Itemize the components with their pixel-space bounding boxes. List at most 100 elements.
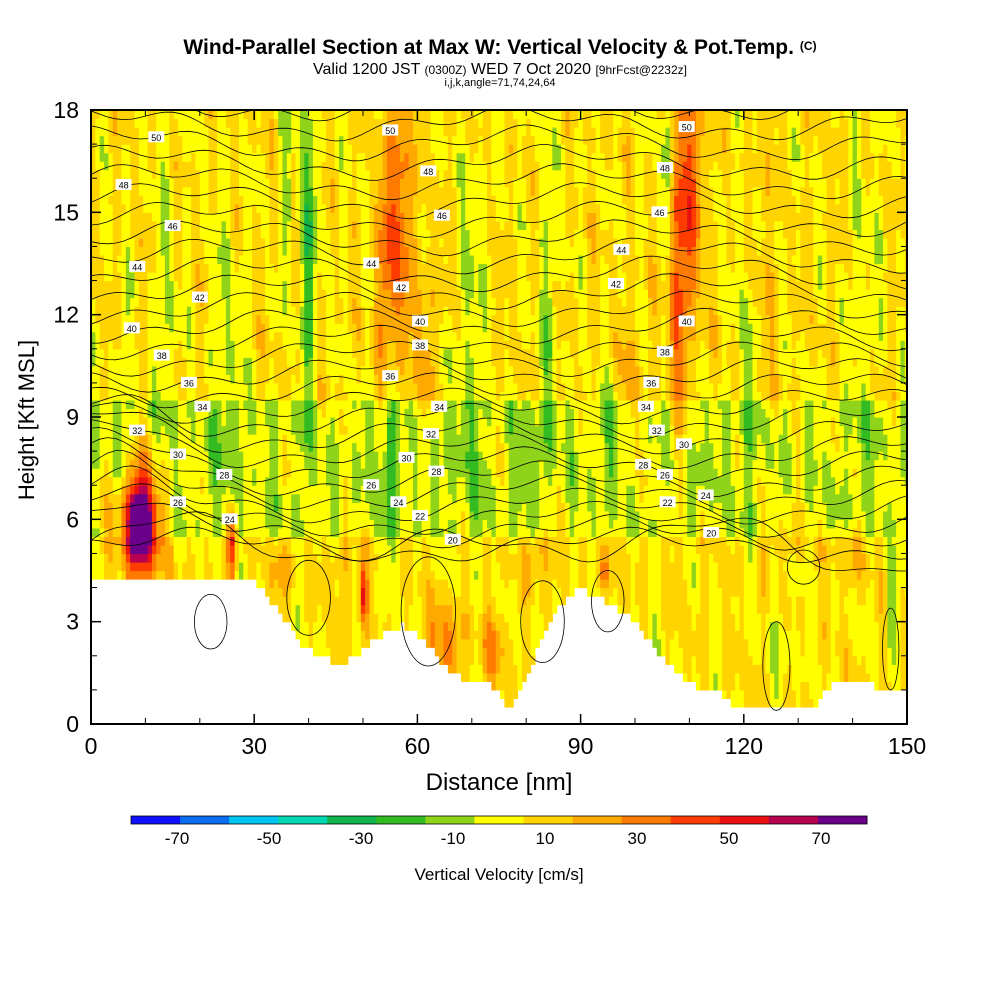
velocity-cell bbox=[434, 638, 440, 648]
velocity-cell bbox=[286, 434, 292, 444]
velocity-cell bbox=[260, 246, 266, 256]
velocity-cell bbox=[312, 152, 318, 162]
velocity-cell bbox=[147, 297, 153, 307]
velocity-cell bbox=[347, 561, 353, 572]
velocity-cell bbox=[360, 510, 366, 520]
velocity-cell bbox=[247, 246, 253, 256]
velocity-cell bbox=[164, 331, 170, 341]
velocity-cell bbox=[312, 272, 318, 282]
velocity-cell bbox=[443, 340, 449, 350]
velocity-cell bbox=[404, 485, 410, 495]
velocity-cell bbox=[352, 459, 358, 469]
velocity-cell bbox=[225, 434, 231, 444]
velocity-cell bbox=[99, 340, 105, 350]
velocity-cell bbox=[230, 229, 236, 239]
velocity-cell bbox=[164, 229, 170, 239]
velocity-cell bbox=[317, 186, 323, 196]
velocity-cell bbox=[269, 331, 275, 341]
velocity-cell bbox=[95, 135, 101, 145]
velocity-cell bbox=[125, 280, 131, 290]
velocity-cell bbox=[99, 297, 105, 307]
velocity-cell bbox=[234, 135, 240, 145]
velocity-cell bbox=[304, 246, 310, 256]
velocity-cell bbox=[143, 203, 149, 213]
velocity-cell bbox=[456, 655, 462, 665]
velocity-cell bbox=[217, 502, 223, 512]
velocity-cell bbox=[108, 374, 114, 384]
velocity-cell bbox=[456, 630, 462, 640]
velocity-cell bbox=[156, 365, 162, 375]
velocity-cell bbox=[269, 561, 275, 572]
velocity-cell bbox=[339, 527, 345, 537]
velocity-cell bbox=[334, 118, 340, 128]
velocity-cell bbox=[252, 561, 257, 572]
velocity-cell bbox=[360, 519, 366, 529]
velocity-cell bbox=[273, 442, 279, 452]
velocity-cell bbox=[317, 630, 323, 640]
velocity-cell bbox=[421, 348, 427, 358]
velocity-cell bbox=[112, 459, 118, 469]
velocity-cell bbox=[212, 220, 218, 230]
velocity-cell bbox=[151, 280, 157, 290]
velocity-cell bbox=[278, 135, 284, 145]
velocity-cell bbox=[352, 442, 358, 452]
velocity-cell bbox=[243, 195, 249, 205]
velocity-cell bbox=[121, 348, 127, 358]
velocity-cell bbox=[434, 110, 440, 120]
velocity-cell bbox=[147, 510, 153, 520]
velocity-cell bbox=[317, 510, 323, 520]
velocity-cell bbox=[386, 144, 392, 154]
velocity-cell bbox=[304, 135, 310, 145]
velocity-cell bbox=[256, 297, 262, 307]
velocity-cell bbox=[382, 161, 388, 171]
velocity-cell bbox=[217, 220, 223, 230]
velocity-cell bbox=[317, 408, 323, 418]
velocity-cell bbox=[260, 451, 266, 461]
velocity-cell bbox=[334, 331, 340, 341]
velocity-cell bbox=[399, 118, 405, 128]
velocity-cell bbox=[330, 220, 336, 230]
velocity-cell bbox=[121, 417, 127, 427]
velocity-cell bbox=[138, 272, 144, 282]
velocity-cell bbox=[112, 195, 118, 205]
velocity-cell bbox=[339, 161, 345, 171]
velocity-cell bbox=[404, 553, 410, 563]
velocity-cell bbox=[291, 587, 297, 597]
velocity-cell bbox=[321, 476, 327, 486]
velocity-cell bbox=[312, 536, 318, 546]
velocity-cell bbox=[99, 442, 105, 452]
velocity-cell bbox=[269, 110, 275, 120]
velocity-cell bbox=[282, 570, 288, 580]
velocity-cell bbox=[321, 118, 327, 128]
velocity-cell bbox=[439, 561, 445, 572]
velocity-cell bbox=[447, 254, 453, 265]
velocity-cell bbox=[304, 621, 310, 631]
velocity-cell bbox=[304, 587, 310, 597]
velocity-cell bbox=[91, 280, 96, 290]
velocity-cell bbox=[404, 144, 410, 154]
velocity-cell bbox=[160, 527, 166, 537]
velocity-cell bbox=[260, 144, 266, 154]
velocity-cell bbox=[456, 638, 462, 648]
velocity-cell bbox=[112, 553, 118, 563]
velocity-cell bbox=[365, 348, 371, 358]
velocity-cell bbox=[278, 161, 284, 171]
velocity-cell bbox=[95, 348, 101, 358]
velocity-cell bbox=[330, 203, 336, 213]
velocity-cell bbox=[421, 544, 427, 555]
velocity-cell bbox=[339, 220, 345, 230]
velocity-cell bbox=[191, 220, 197, 230]
velocity-cell bbox=[217, 254, 223, 265]
velocity-cell bbox=[278, 272, 284, 282]
velocity-cell bbox=[238, 468, 244, 478]
velocity-cell bbox=[212, 186, 218, 196]
velocity-cell bbox=[265, 314, 271, 324]
velocity-cell bbox=[369, 434, 375, 444]
velocity-cell bbox=[395, 314, 401, 324]
velocity-cell bbox=[430, 561, 436, 572]
velocity-cell bbox=[382, 195, 388, 205]
velocity-cell bbox=[408, 314, 414, 324]
velocity-cell bbox=[160, 493, 166, 503]
velocity-cell bbox=[456, 417, 462, 427]
velocity-cell bbox=[395, 510, 401, 520]
